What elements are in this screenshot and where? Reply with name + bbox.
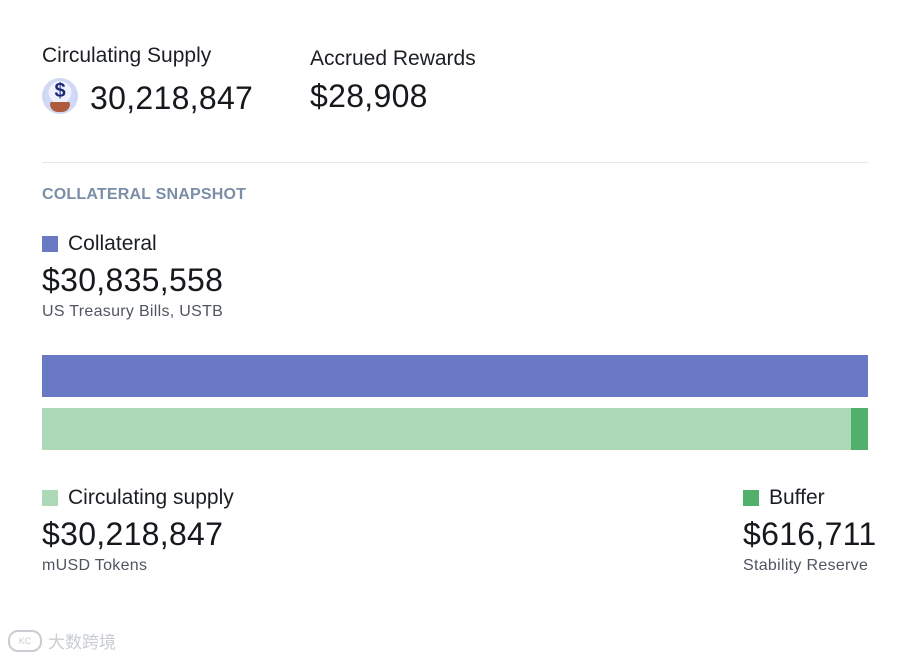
collateral-value: $30,835,558 bbox=[42, 262, 224, 298]
supply-bar bbox=[42, 408, 868, 450]
buffer-legend: Buffer bbox=[743, 486, 825, 510]
buffer-segment bbox=[851, 408, 868, 450]
circulating-supply-legend-label: Circulating supply bbox=[68, 486, 234, 509]
circulating-supply-label: Circulating Supply bbox=[42, 44, 212, 67]
watermark-text: 大数跨境 bbox=[48, 633, 116, 652]
circulating-supply-swatch bbox=[42, 490, 58, 506]
watermark-logo-icon: KC bbox=[8, 629, 42, 652]
buffer-description: Stability Reserve bbox=[743, 557, 869, 574]
dollar-coin-icon: $ bbox=[42, 78, 78, 114]
collateral-description: US Treasury Bills, USTB bbox=[42, 303, 224, 320]
collateral-bar bbox=[42, 355, 868, 397]
circulating-supply-legend: Circulating supply bbox=[42, 486, 234, 510]
collateral-label: Collateral bbox=[68, 232, 157, 255]
collateral-snapshot-title: COLLATERAL SNAPSHOT bbox=[42, 186, 247, 203]
circulating-supply-description: mUSD Tokens bbox=[42, 557, 148, 574]
buffer-value: $616,711 bbox=[743, 516, 877, 552]
section-divider bbox=[42, 162, 868, 163]
circulating-supply-segment bbox=[42, 408, 852, 450]
circulating-supply-value: 30,218,847 bbox=[90, 80, 254, 116]
watermark: KC 大数跨境 bbox=[8, 628, 116, 653]
collateral-swatch bbox=[42, 236, 58, 252]
circulating-supply-amount: $30,218,847 bbox=[42, 516, 224, 552]
hand-icon bbox=[50, 102, 70, 112]
buffer-swatch bbox=[743, 490, 759, 506]
dollar-glyph: $ bbox=[54, 80, 66, 102]
accrued-rewards-value: $28,908 bbox=[310, 78, 428, 114]
accrued-rewards-label: Accrued Rewards bbox=[310, 47, 476, 70]
buffer-label: Buffer bbox=[769, 486, 825, 509]
collateral-legend: Collateral bbox=[42, 232, 157, 256]
